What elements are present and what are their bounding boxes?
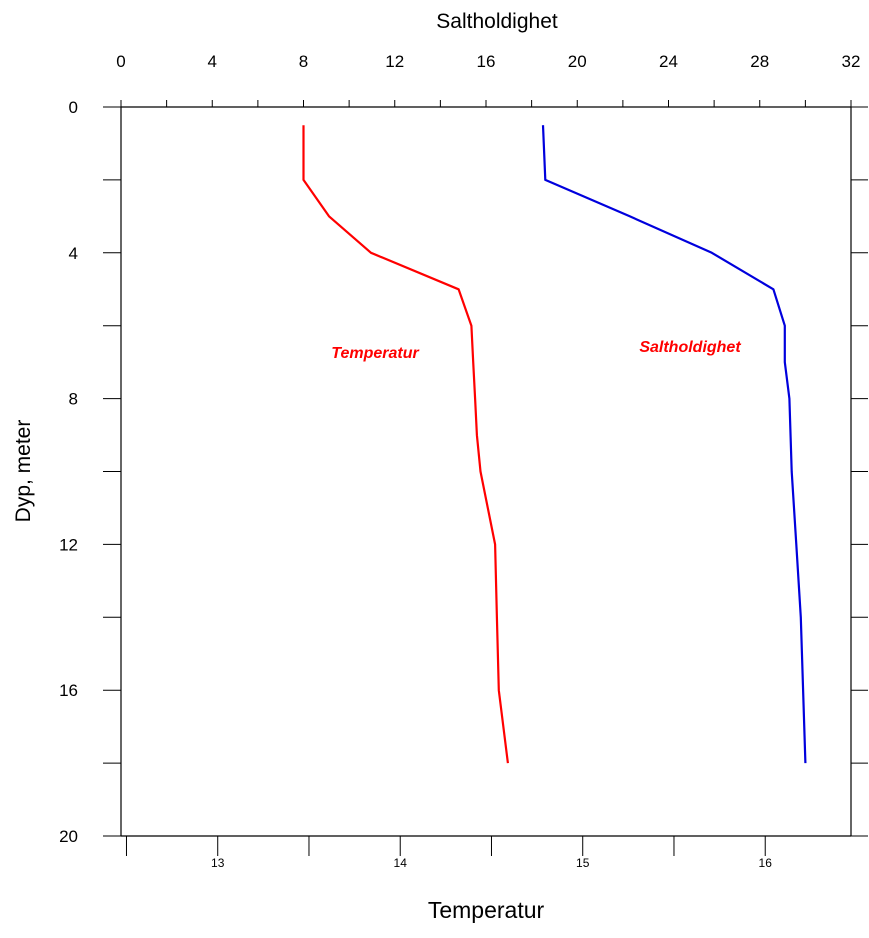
bottom-tick-label: 15 [576,856,590,870]
bottom-tick-label: 16 [759,856,773,870]
annotation-temperatur: Temperatur [331,345,419,362]
top-tick-label: 24 [659,52,678,71]
axis-labels: Saltholdighet Temperatur Dyp, meter Temp… [12,10,741,923]
annotation-saltholdighet: Saltholdighet [639,339,741,356]
top-tick-label: 4 [208,52,217,71]
saltholdighet-line [541,125,807,764]
bottom-tick-label: 13 [211,856,225,870]
left-tick-label: 0 [69,98,78,117]
left-axis-title: Dyp, meter [12,420,35,523]
left-tick-label: 8 [69,390,78,409]
bottom-axis-title: Temperatur [428,897,545,923]
left-tick-label: 4 [69,244,78,263]
axes-frame [120,106,852,837]
left-tick-label: 16 [59,681,78,700]
left-tick-label: 12 [59,535,78,554]
axis-ticks: 0 4 8 12 16 20 24 28 32 13 14 15 16 0 4 8 12 16 20 [59,52,868,870]
top-tick-label: 20 [568,52,587,71]
bottom-tick-label: 14 [394,856,408,870]
left-tick-label: 20 [59,827,78,846]
top-tick-label: 28 [750,52,769,71]
top-tick-label: 8 [299,52,308,71]
series-lines [302,125,807,764]
top-tick-label: 32 [842,52,861,71]
top-tick-label: 12 [385,52,404,71]
temperatur-line [302,125,509,764]
top-axis-title: Saltholdighet [436,10,558,33]
top-tick-label: 0 [116,52,125,71]
top-tick-label: 16 [477,52,496,71]
